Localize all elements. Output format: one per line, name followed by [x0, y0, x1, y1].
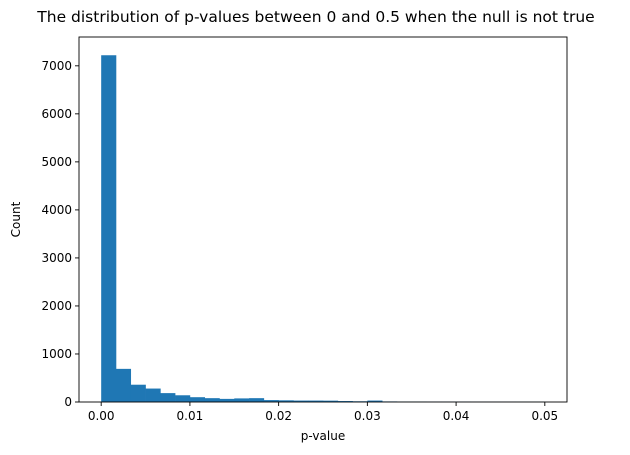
histogram-bar-4 — [160, 393, 176, 402]
x-axis: 0.00 0.01 0.02 0.03 0.04 0.05 — [88, 402, 558, 423]
histogram-bar-8 — [219, 398, 235, 402]
x-tick-label: 0.04 — [443, 409, 470, 423]
y-tick-label: 3000 — [41, 251, 72, 265]
x-tick-label: 0.03 — [354, 409, 381, 423]
histogram-bar-18 — [367, 400, 383, 402]
y-axis: 0 1000 2000 3000 4000 5000 6000 7000 — [41, 59, 79, 409]
x-tick-label: 0.01 — [177, 409, 204, 423]
histogram-bar-3 — [145, 388, 161, 402]
x-tick-label: 0.00 — [88, 409, 115, 423]
y-axis-label: Count — [9, 201, 23, 237]
histogram-bar-11 — [263, 400, 279, 402]
chart-title: The distribution of p-values between 0 a… — [36, 8, 594, 26]
x-axis-label: p-value — [301, 429, 345, 443]
y-tick-label: 1000 — [41, 347, 72, 361]
histogram-bar-9 — [234, 398, 250, 402]
histogram-bar-5 — [175, 395, 191, 402]
histogram-bar-15 — [323, 400, 339, 402]
y-tick-label: 4000 — [41, 203, 72, 217]
y-tick-label: 6000 — [41, 107, 72, 121]
histogram-bar-0 — [101, 55, 117, 402]
histogram-bar-6 — [189, 397, 206, 402]
histogram-bars — [101, 55, 546, 402]
y-tick-label: 2000 — [41, 299, 72, 313]
plot-frame — [78, 36, 568, 403]
histogram-bar-10 — [249, 398, 265, 402]
x-tick-label: 0.02 — [265, 409, 292, 423]
histogram-bar-14 — [308, 400, 324, 402]
histogram-bar-7 — [204, 398, 220, 402]
histogram-bar-13 — [293, 400, 309, 402]
histogram-bar-12 — [278, 400, 294, 402]
histogram-bar-1 — [115, 368, 132, 402]
histogram-bar-2 — [130, 384, 146, 402]
histogram-bar-16 — [337, 401, 353, 402]
y-tick-label: 5000 — [41, 155, 72, 169]
x-tick-label: 0.05 — [531, 409, 558, 423]
y-tick-label: 0 — [64, 395, 72, 409]
y-tick-label: 7000 — [41, 59, 72, 73]
